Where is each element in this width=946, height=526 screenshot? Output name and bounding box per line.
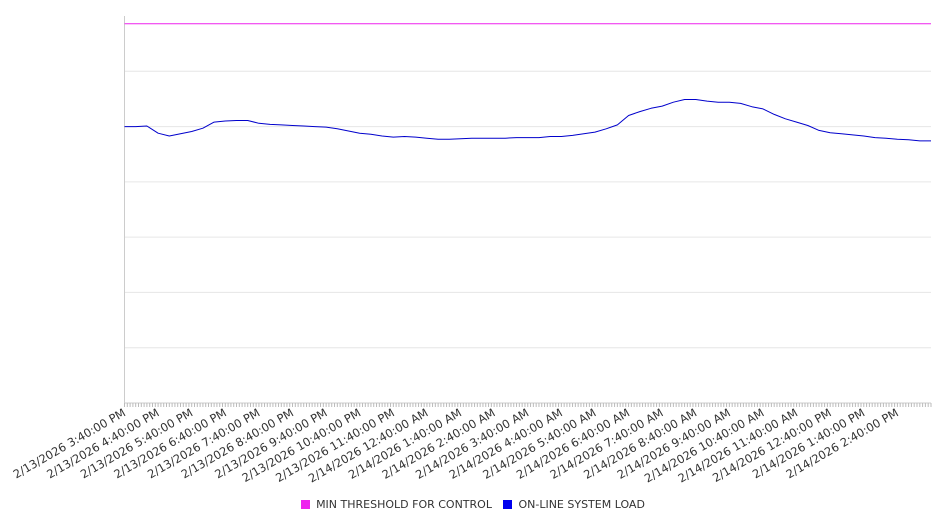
legend-item-system-load[interactable]: ON-LINE SYSTEM LOAD — [503, 498, 645, 511]
legend-swatch-threshold — [301, 500, 311, 509]
legend: MIN THRESHOLD FOR CONTROL ON-LINE SYSTEM… — [0, 498, 946, 512]
x-axis-ticks — [124, 403, 932, 407]
legend-swatch-system-load — [503, 500, 513, 509]
legend-label-system-load: ON-LINE SYSTEM LOAD — [518, 498, 645, 511]
series-line-system-load — [124, 99, 931, 142]
legend-item-threshold[interactable]: MIN THRESHOLD FOR CONTROL — [301, 498, 492, 511]
x-axis-tick-labels: 2/13/2026 3:40:00 PM2/13/2026 4:40:00 PM… — [11, 405, 901, 485]
legend-label-threshold: MIN THRESHOLD FOR CONTROL — [316, 498, 492, 511]
axes — [124, 16, 931, 404]
series-lines — [124, 23, 931, 142]
grid-lines — [124, 70, 931, 349]
